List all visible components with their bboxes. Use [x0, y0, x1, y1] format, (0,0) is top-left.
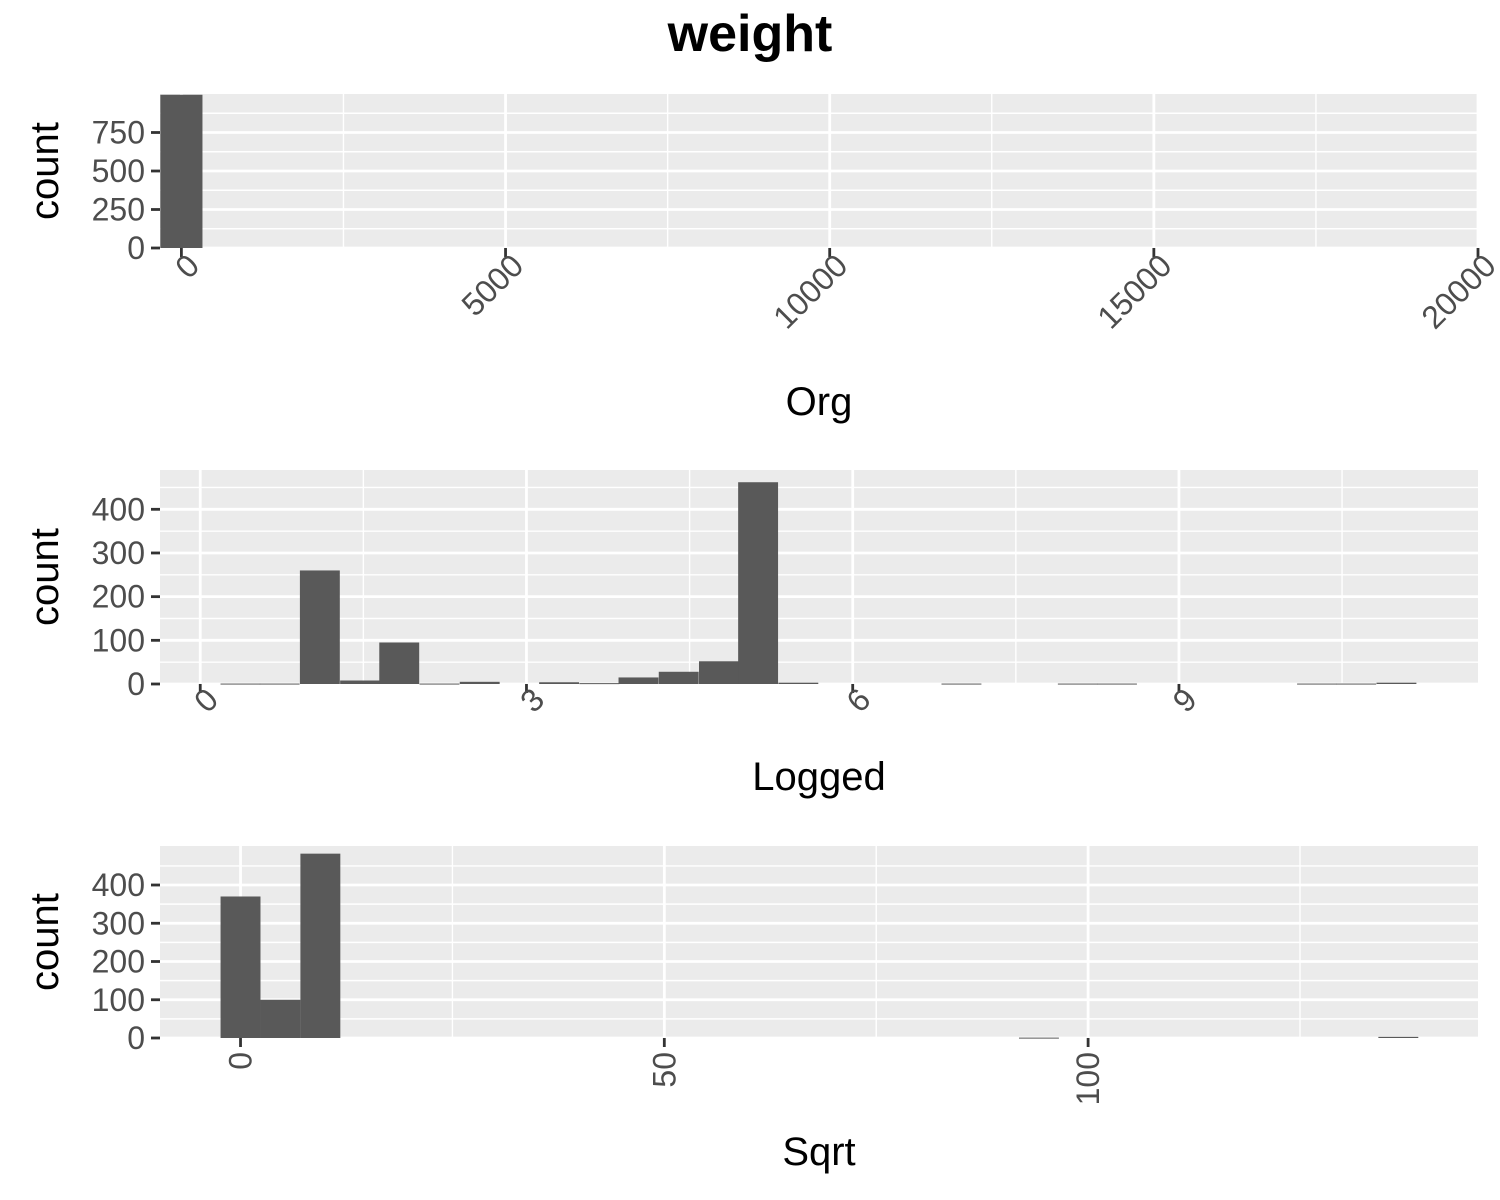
- x-tick-label: 0: [168, 247, 206, 285]
- histogram-bar: [1378, 1036, 1419, 1038]
- histogram-bar: [539, 682, 580, 684]
- y-tick-label: 200: [92, 579, 145, 615]
- histogram-bar: [260, 999, 301, 1038]
- histogram-bar: [299, 570, 340, 684]
- histogram-bar: [941, 683, 982, 685]
- y-axis-label: count: [23, 893, 67, 991]
- x-axis-label: Sqrt: [782, 1130, 855, 1174]
- panel-background: [160, 470, 1478, 684]
- chart-title: weight: [667, 5, 833, 63]
- y-tick-label: 200: [92, 944, 145, 980]
- x-axis-label: Logged: [752, 755, 885, 799]
- x-tick-label: 100: [1070, 1052, 1106, 1105]
- y-tick-label: 400: [92, 491, 145, 527]
- histogram-panel-logged: 0 100 200 300 400 0 3 6 9 Logged count: [23, 470, 1478, 799]
- histogram-bar: [579, 683, 620, 685]
- histogram-bar: [1336, 683, 1377, 685]
- histogram-bar: [738, 482, 779, 684]
- histogram-bar: [419, 683, 460, 685]
- y-tick-label: 100: [92, 982, 145, 1018]
- y-tick-label: 500: [92, 153, 145, 189]
- x-tick-label: 0: [187, 681, 225, 719]
- y-axis-label: count: [23, 122, 67, 220]
- histogram-bar: [379, 642, 420, 684]
- y-tick-label: 400: [92, 867, 145, 903]
- x-tick-label: 5000: [455, 247, 531, 323]
- histogram-bar: [698, 661, 739, 684]
- histogram-bar: [459, 681, 500, 684]
- histogram-bar: [220, 683, 261, 685]
- histogram-bar: [778, 682, 819, 684]
- histogram-bar: [160, 94, 203, 249]
- y-tick-label: 250: [92, 192, 145, 228]
- y-tick-label: 0: [127, 1020, 145, 1056]
- x-tick-label: 15000: [1090, 247, 1178, 335]
- histogram-bar: [618, 677, 659, 684]
- x-tick-label: 6: [839, 681, 877, 719]
- histogram-bar: [658, 671, 699, 684]
- x-tick-label: 50: [646, 1052, 682, 1088]
- histogram-bar: [340, 680, 381, 684]
- histogram-bar: [1097, 683, 1137, 685]
- histogram-bar: [220, 896, 261, 1038]
- y-tick-label: 100: [92, 622, 145, 658]
- histogram-bar: [1018, 1037, 1059, 1039]
- x-tick-label: 0: [223, 1052, 259, 1070]
- y-tick-label: 0: [127, 230, 145, 266]
- x-tick-label: 3: [513, 681, 551, 719]
- y-tick-label: 750: [92, 115, 145, 151]
- x-tick-label: 20000: [1414, 247, 1500, 335]
- x-axis-label: Org: [786, 380, 853, 424]
- y-tick-label: 300: [92, 535, 145, 571]
- x-tick-label: 9: [1166, 681, 1204, 719]
- histogram-bar: [1297, 683, 1338, 685]
- histogram-bar: [259, 683, 300, 685]
- histogram-bar: [1057, 683, 1098, 685]
- histogram-bar: [300, 853, 341, 1038]
- y-tick-label: 0: [127, 666, 145, 702]
- y-tick-label: 300: [92, 905, 145, 941]
- y-axis-label: count: [23, 528, 67, 626]
- histogram-bar: [1376, 682, 1417, 684]
- x-tick-label: 10000: [766, 247, 854, 335]
